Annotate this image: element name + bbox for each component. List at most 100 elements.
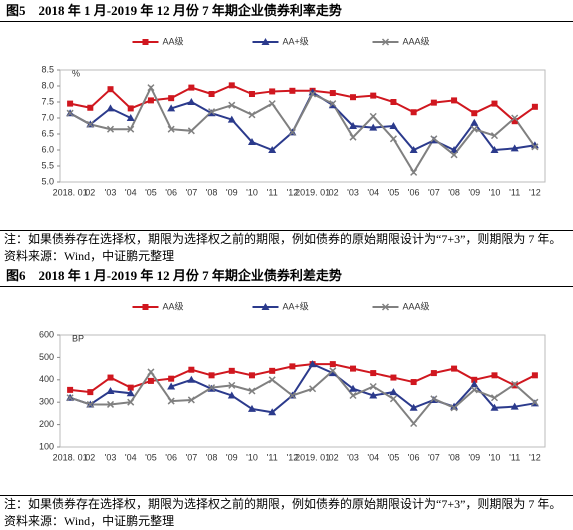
marker [511,382,518,389]
x-tick-label: '03 [105,187,117,197]
marker [66,109,74,117]
marker [127,105,134,112]
x-tick-label: '08 [448,187,460,197]
marker [107,86,114,93]
marker [67,386,74,393]
y-tick-label: 7.0 [41,112,54,122]
marker [451,365,458,372]
marker [349,384,358,392]
x-tick-label: '11 [267,187,278,197]
figure: 图5 2018 年 1 月-2019 年 12 月份 7 年期企业债券利率走势 … [0,3,573,263]
marker [261,303,270,310]
marker [247,138,256,145]
marker [410,168,418,176]
marker [86,400,94,408]
marker [450,404,458,412]
x-tick-label: 2018. 01 [53,452,88,462]
marker [66,394,74,402]
note: 注：如果债券存在选择权，期限为选择权之前的期限，例如债券的原始期限设计为“7+3… [0,495,573,513]
marker [127,125,135,133]
x-tick-label: '11 [509,452,520,462]
x-tick-label: '02 [327,452,339,462]
marker [261,38,270,45]
marker [349,391,357,400]
marker [471,376,478,383]
plot-frame [59,334,546,448]
marker [268,408,277,416]
x-tick-label: '04 [367,452,379,462]
marker [450,402,459,410]
marker [471,110,478,117]
marker [370,370,377,377]
x-tick-label: '04 [125,187,137,197]
y-tick-label: 100 [39,441,54,451]
x-tick-label: '07 [428,187,440,197]
marker [531,398,539,406]
source: 资料来源：Wind，中证鹏元整理 [4,249,175,263]
x-tick-label: '05 [145,452,157,462]
marker [167,397,175,405]
marker [268,376,276,384]
marker [389,135,397,143]
marker [87,104,94,111]
marker [389,395,397,403]
legend-label: AA级 [163,300,184,311]
y-tick-label: 600 [39,329,54,339]
x-tick-label: '04 [125,452,137,462]
x-tick-label: '11 [509,187,520,197]
x-tick-label: '12 [529,452,541,462]
marker [228,367,235,374]
x-tick-label: '09 [226,452,238,462]
marker [208,91,215,97]
marker [369,123,378,131]
plot-frame [59,69,546,183]
marker [167,382,176,390]
marker [187,127,195,135]
marker [288,128,296,136]
marker [167,125,175,133]
x-tick-label: '06 [165,187,177,197]
marker [369,112,377,120]
marker [470,380,479,388]
x-tick-label: 2019. 01 [295,452,330,462]
source: 资料来源：Wind，中证鹏元整理 [4,514,175,528]
marker [147,97,154,104]
marker [390,374,397,381]
marker [409,403,418,411]
marker [289,363,296,370]
marker [470,118,479,126]
marker [188,366,195,373]
x-tick-label: '11 [267,452,278,462]
marker [87,389,94,396]
x-tick-label: '10 [246,452,258,462]
series-line [69,84,536,123]
marker [289,87,296,94]
marker [329,361,336,368]
marker [409,146,418,153]
x-tick-label: '02 [327,187,339,197]
marker [308,360,317,368]
marker [451,97,458,104]
marker [248,387,256,395]
legend-label: AA+级 [283,300,309,311]
marker [247,404,256,412]
x-tick-label: '10 [489,452,501,462]
y-tick-label: 6.5 [41,128,54,138]
x-tick-label: '05 [388,452,400,462]
marker [349,122,358,129]
unit-label: % [72,68,80,78]
marker [107,374,114,381]
y-tick-label: 500 [39,352,54,362]
marker [147,84,155,92]
marker [127,384,134,391]
marker [248,111,256,119]
x-tick-label: '09 [226,187,238,197]
marker [369,382,377,391]
x-tick-label: '03 [105,452,117,462]
marker [142,39,149,45]
marker [510,144,519,152]
x-tick-label: '07 [428,452,440,462]
marker [187,375,196,383]
